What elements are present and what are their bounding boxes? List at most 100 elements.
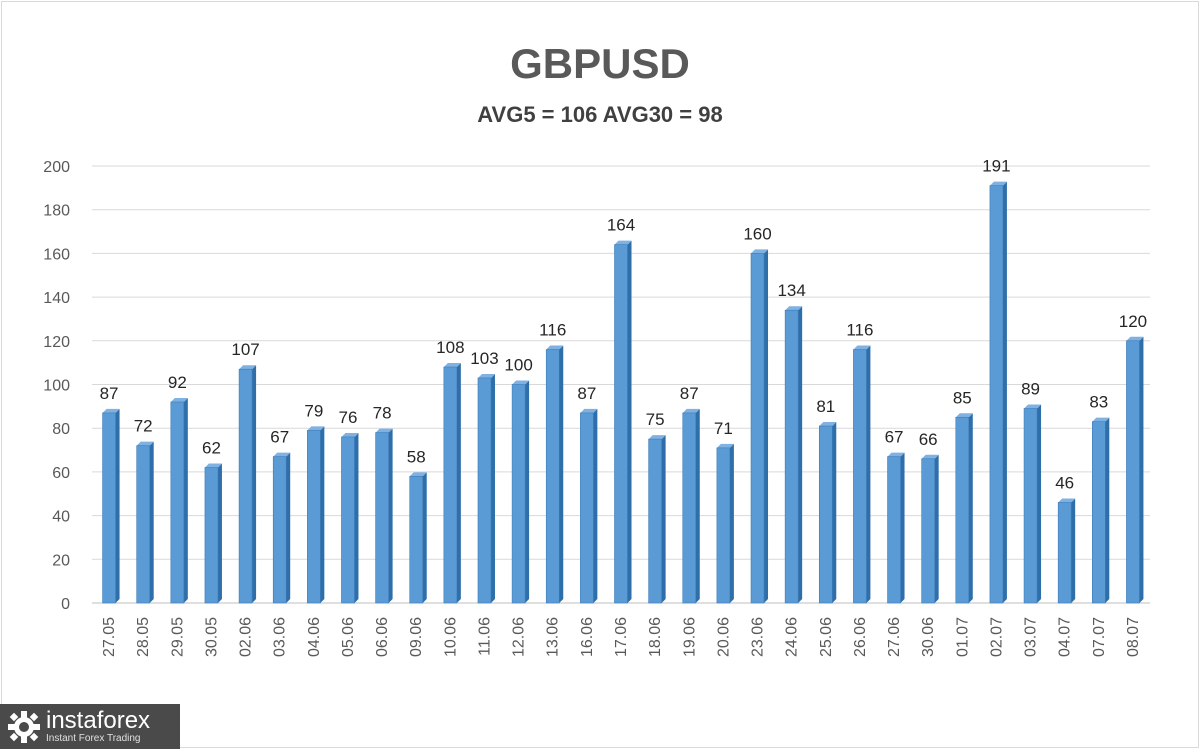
data-label: 85 (953, 388, 972, 407)
x-tick-label: 17.06 (613, 617, 630, 657)
x-tick-label: 12.06 (511, 617, 528, 657)
data-label: 76 (339, 408, 358, 427)
bar-side (456, 363, 461, 603)
x-tick-label: 11.06 (476, 617, 493, 656)
x-tick-label: 25.06 (818, 617, 835, 657)
bar (853, 349, 867, 604)
y-tick-label: 180 (43, 203, 70, 220)
data-label: 62 (202, 439, 221, 458)
bar-top (989, 181, 1007, 186)
watermark: instaforex Instant Forex Trading (0, 704, 180, 749)
data-label: 72 (134, 417, 153, 436)
x-tick-label: 13.06 (545, 617, 562, 657)
bar-side (1139, 336, 1144, 603)
chart-title: GBPUSD (510, 40, 690, 87)
bar-side (525, 380, 530, 603)
bar-top (751, 249, 769, 254)
bar-top (375, 428, 393, 433)
data-label: 120 (1119, 312, 1147, 331)
data-label: 116 (539, 321, 566, 340)
bar-top (409, 472, 427, 477)
watermark-tagline: Instant Forex Trading (46, 732, 141, 744)
bar-top (341, 432, 359, 437)
bar (136, 445, 150, 604)
bar (477, 377, 492, 604)
x-tick-label: 08.07 (1125, 617, 1142, 657)
bar (682, 412, 697, 604)
data-label: 46 (1055, 473, 1074, 492)
y-tick-label: 80 (52, 421, 70, 438)
x-tick-label: 01.07 (954, 617, 971, 657)
bar-top (580, 408, 598, 413)
data-label: 87 (680, 384, 699, 403)
bar (409, 475, 424, 604)
bar (921, 458, 935, 604)
bar (784, 309, 799, 604)
bar-top (819, 422, 837, 427)
data-label: 87 (100, 384, 119, 403)
bar (818, 425, 833, 604)
bar-side (149, 441, 154, 603)
data-label: 58 (407, 447, 426, 466)
x-tick-label: 07.07 (1091, 617, 1108, 657)
x-tick-label: 10.06 (442, 617, 459, 657)
x-tick-label: 23.06 (750, 617, 767, 657)
data-label: 83 (1089, 393, 1108, 412)
y-tick-label: 120 (43, 334, 70, 351)
bar-side (252, 365, 257, 603)
x-tick-label: 03.06 (272, 617, 289, 657)
bar-side (627, 240, 632, 603)
bar-side (934, 454, 939, 603)
x-tick-label: 30.05 (203, 617, 220, 657)
x-tick-label: 03.07 (1023, 617, 1040, 657)
data-label: 67 (885, 428, 904, 447)
data-label: 191 (982, 157, 1010, 176)
bar (341, 436, 355, 604)
bar (204, 467, 219, 604)
bar (511, 384, 526, 604)
bar-side (764, 249, 769, 603)
bar-top (204, 463, 222, 468)
data-label: 107 (231, 340, 259, 359)
bar (170, 401, 185, 604)
bar-top (307, 426, 325, 431)
bar-side (900, 452, 905, 603)
bar (580, 412, 594, 604)
data-label: 103 (470, 349, 498, 368)
bar-top (682, 408, 700, 413)
bar (1023, 408, 1038, 604)
y-tick-label: 160 (43, 246, 70, 263)
x-tick-label: 06.06 (374, 617, 391, 657)
bar (955, 416, 970, 604)
bar (750, 253, 765, 604)
bar-side (661, 435, 666, 603)
y-tick-label: 140 (43, 290, 70, 307)
x-tick-label: 05.06 (340, 617, 357, 657)
x-tick-label: 24.06 (784, 617, 801, 657)
bar-side (217, 463, 222, 603)
bar-side (183, 397, 188, 603)
bar (443, 366, 458, 604)
data-label: 100 (504, 356, 532, 375)
bar-side (1071, 498, 1076, 603)
x-tick-label: 27.05 (101, 617, 118, 657)
bar (307, 430, 321, 604)
bar-side (559, 345, 564, 603)
data-label: 81 (816, 397, 835, 416)
bar-side (1105, 417, 1110, 603)
data-label: 71 (714, 419, 733, 438)
bar-top (887, 452, 905, 457)
bar-top (443, 363, 461, 368)
bar-top (1092, 417, 1110, 422)
data-label: 164 (607, 216, 635, 235)
x-tick-label: 28.05 (135, 617, 152, 657)
data-label: 116 (846, 321, 873, 340)
bar-side (422, 472, 427, 603)
bar (648, 438, 662, 604)
bar-side (832, 422, 837, 603)
bar-side (695, 408, 700, 603)
bar-side (968, 413, 973, 603)
y-tick-label: 60 (52, 465, 70, 482)
y-tick-label: 100 (43, 378, 70, 395)
